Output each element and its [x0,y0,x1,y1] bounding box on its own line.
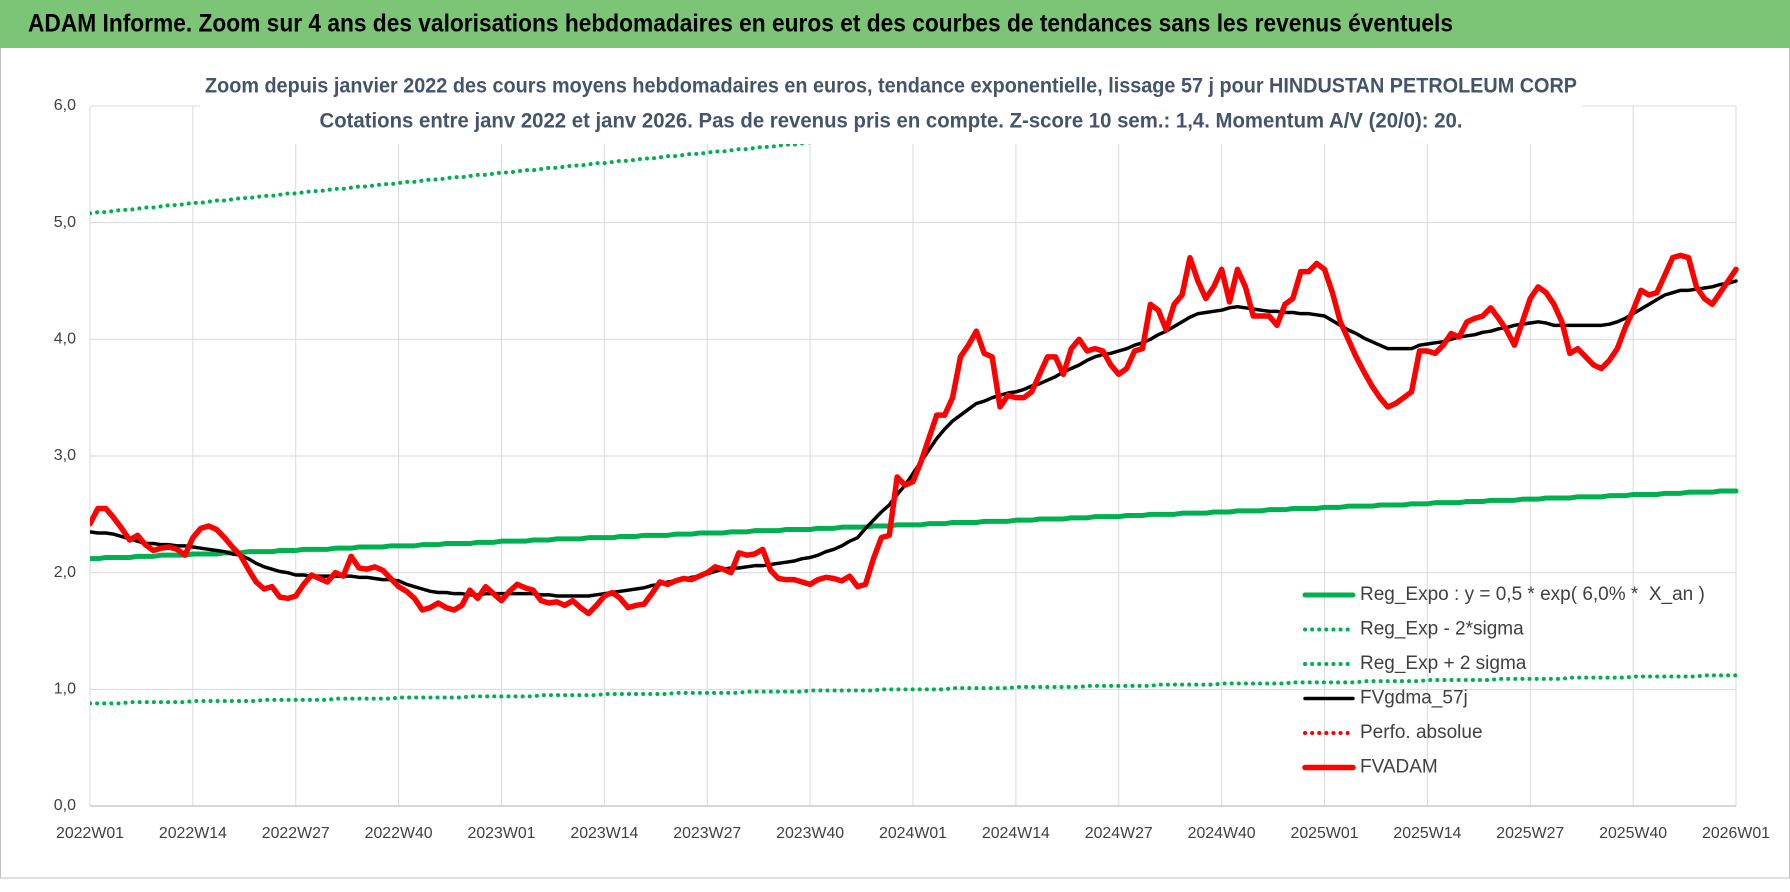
y-tick-label: 4,0 [54,331,76,348]
chart-title-box: Zoom depuis janvier 2022 des cours moyen… [200,70,1582,144]
chart-title: Zoom depuis janvier 2022 des cours moyen… [205,75,1577,98]
series-line [90,488,1739,562]
y-tick-label: 5,0 [54,214,76,231]
legend-label: Reg_Exp + 2 sigma [1360,653,1527,674]
x-tick-label: 2022W01 [56,825,124,842]
x-tick-label: 2025W01 [1291,825,1359,842]
legend-label: Reg_Exp - 2*sigma [1360,619,1524,640]
x-tick-label: 2023W01 [468,825,536,842]
series-line [90,252,1739,617]
chart-subtitle: Cotations entre janv 2022 et janv 2026. … [320,110,1463,133]
x-tick-label: 2024W40 [1188,825,1256,842]
y-tick-label: 2,0 [54,564,76,581]
header-band [0,0,1790,48]
x-tick-label: 2023W27 [673,825,741,842]
chart-frame [0,46,1790,879]
legend-label: FVADAM [1360,757,1438,778]
y-tick-label: 1,0 [54,681,76,698]
y-tick-label: 0,0 [54,797,76,814]
legend: Reg_Expo : y = 0,5 * exp( 6,0% * X_an ) R… [1302,584,1705,778]
x-tick-label: 2024W27 [1085,825,1153,842]
x-tick-label: 2023W14 [570,825,638,842]
header-title: ADAM Informe. Zoom sur 4 ans des valoris… [28,10,1453,38]
x-tick-label: 2024W14 [982,825,1050,842]
y-tick-label: 3,0 [54,447,76,464]
y-tick-label: 6,0 [54,97,76,114]
legend-label: Reg_Expo : y = 0,5 * exp( 6,0% * X_an ) [1360,584,1705,605]
x-tick-label: 2024W01 [879,825,947,842]
grid: 0,0 1,0 2,0 3,0 4,0 5,0 6,0 2022W01 2022W14 2022W… [54,97,1770,842]
title-background [200,70,1582,144]
x-tick-label: 2025W27 [1496,825,1564,842]
x-tick-label: 2022W40 [365,825,433,842]
x-tick-label: 2022W14 [159,825,227,842]
x-tick-label: 2023W40 [776,825,844,842]
x-tick-label: 2025W14 [1393,825,1461,842]
series-line [90,673,1738,706]
x-tick-label: 2022W27 [262,825,330,842]
x-tick-label: 2026W01 [1702,825,1770,842]
x-tick-label: 2025W40 [1599,825,1667,842]
legend-label: FVgdma_57j [1360,688,1468,709]
legend-label: Perfo. absolue [1360,722,1483,743]
